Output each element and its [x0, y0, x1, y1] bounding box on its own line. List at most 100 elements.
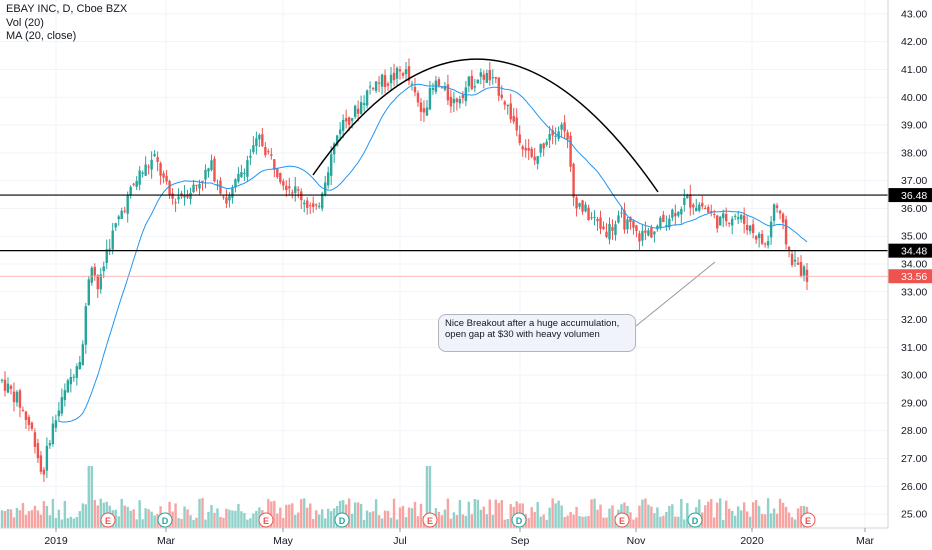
- volume-bar: [641, 499, 644, 528]
- candle-body: [102, 266, 105, 272]
- candle-body: [132, 183, 135, 185]
- volume-bar: [665, 511, 668, 528]
- candle-body: [587, 207, 590, 221]
- volume-bar: [497, 503, 500, 528]
- volume-bar: [467, 501, 471, 528]
- earnings-marker[interactable]: E: [800, 512, 816, 528]
- candle-body: [611, 227, 614, 231]
- candle-body: [69, 377, 73, 385]
- annotation-callout[interactable]: Nice Breakout after a huge accumulation,…: [438, 314, 636, 352]
- volume-bar: [84, 504, 87, 528]
- candle-body: [12, 391, 16, 403]
- candle-body: [6, 383, 10, 393]
- candle-body: [258, 134, 261, 140]
- price-tick-label: 28.00: [901, 425, 927, 437]
- candle-body: [309, 205, 312, 207]
- volume-bar: [99, 498, 102, 528]
- volume-bar: [255, 510, 258, 528]
- candle-body: [368, 86, 372, 88]
- earnings-marker[interactable]: E: [614, 512, 630, 528]
- volume-bar: [608, 508, 611, 528]
- candle-body: [321, 193, 324, 209]
- volume-bar: [410, 508, 414, 528]
- earnings-marker[interactable]: E: [422, 512, 438, 528]
- candle-body: [9, 385, 13, 389]
- volume-bar: [440, 515, 444, 528]
- volume-bar: [380, 518, 384, 528]
- volume-bar: [461, 514, 465, 528]
- event-marker-label: D: [162, 516, 169, 526]
- candle-body: [192, 184, 195, 193]
- candle-body: [458, 98, 462, 104]
- candle-body: [419, 102, 423, 112]
- candle-body: [297, 189, 300, 191]
- candle-body: [356, 108, 360, 114]
- candle-body: [722, 213, 725, 219]
- event-marker-circle: [800, 512, 816, 528]
- level-price-tag: [888, 188, 932, 203]
- volume-bar: [228, 509, 231, 528]
- volume-bar: [455, 515, 459, 528]
- dividend-marker[interactable]: D: [511, 512, 527, 528]
- candle-body: [449, 96, 453, 107]
- candle-body: [593, 216, 596, 218]
- dividend-marker[interactable]: D: [157, 512, 173, 528]
- volume-bar: [404, 517, 408, 528]
- volume-bar: [647, 504, 650, 528]
- candle-body: [282, 181, 285, 186]
- candle-body: [689, 194, 692, 208]
- candle-body: [24, 411, 28, 421]
- candle-body: [464, 87, 468, 102]
- price-tick-label: 40.00: [901, 92, 927, 104]
- volume-bar: [288, 504, 291, 528]
- candle-body: [96, 275, 99, 290]
- candle-body: [138, 170, 141, 185]
- earnings-marker[interactable]: E: [100, 512, 116, 528]
- volume-bar: [75, 516, 79, 528]
- candle-body: [656, 225, 659, 230]
- volume-indicator-label[interactable]: Vol (20): [6, 17, 44, 29]
- candle-body: [494, 77, 497, 79]
- event-marker-circle: [511, 512, 527, 528]
- volume-bar: [365, 510, 369, 528]
- candle-body: [353, 105, 357, 117]
- candlesticks[interactable]: [0, 58, 809, 482]
- event-marker-circle: [334, 512, 350, 528]
- volume-bar: [530, 507, 533, 528]
- candle-body: [524, 147, 527, 151]
- candle-body: [150, 159, 153, 170]
- candle-body: [207, 168, 210, 172]
- volume-bar: [174, 503, 177, 528]
- candle-body: [213, 158, 216, 182]
- volume-bar: [18, 510, 22, 528]
- event-marker-circle: [422, 512, 438, 528]
- dividend-marker[interactable]: D: [687, 512, 703, 528]
- time-tick-label: Jul: [393, 535, 406, 547]
- volume-bar: [799, 506, 803, 528]
- volume-bar: [201, 498, 204, 528]
- volume-bar: [297, 512, 300, 528]
- volume-bar: [742, 502, 746, 528]
- volume-bar: [222, 517, 225, 528]
- candle-body: [222, 196, 225, 198]
- volume-bar: [671, 504, 674, 528]
- dividend-marker[interactable]: D: [334, 512, 350, 528]
- candle-body: [45, 445, 49, 471]
- candle-body: [0, 379, 4, 381]
- candle-body: [87, 279, 90, 306]
- candle-body: [635, 225, 638, 232]
- candle-body: [539, 144, 542, 153]
- candle-body: [692, 204, 695, 208]
- volume-bar: [392, 498, 396, 528]
- candle-body: [793, 259, 797, 262]
- candle-body: [716, 215, 719, 229]
- earnings-marker[interactable]: E: [258, 512, 274, 528]
- candle-body: [650, 227, 653, 238]
- candle-body: [294, 186, 297, 193]
- candle-body: [3, 379, 7, 391]
- volume-bar: [557, 500, 560, 528]
- moving-average-label[interactable]: MA (20, close): [6, 30, 77, 42]
- candle-body: [446, 84, 450, 101]
